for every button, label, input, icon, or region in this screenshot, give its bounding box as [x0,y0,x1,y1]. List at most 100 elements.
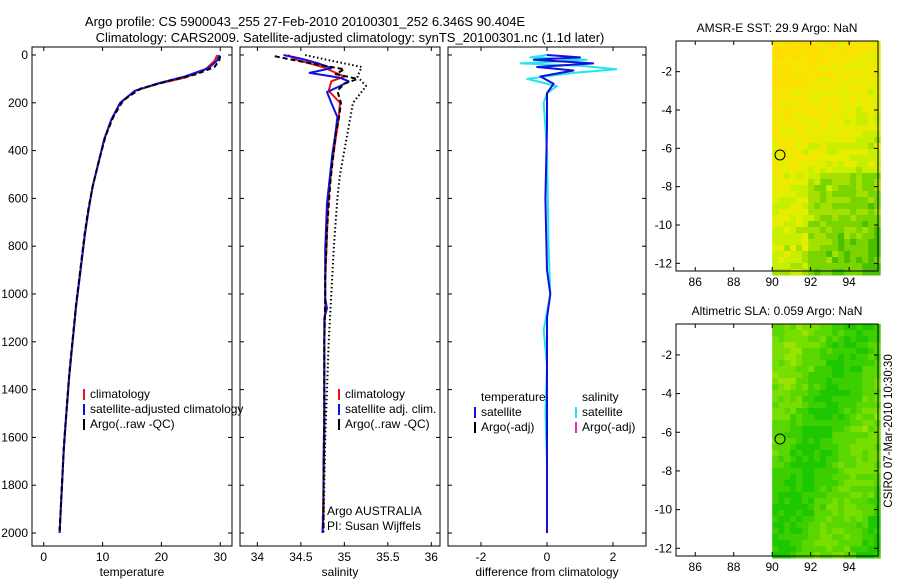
sst-map-cell [862,59,869,66]
sla-map-cell [862,402,869,409]
sla-map-cell [772,492,779,499]
sst-map-cell [802,239,809,246]
sst-map-cell [850,215,857,222]
sst-map-cell [814,89,821,96]
sla-map-cell [838,474,845,481]
sla-map-cell [772,540,779,547]
sla-map-cell [802,450,809,457]
sla-map-cell [778,348,785,355]
sst-map-cell [868,137,875,144]
sst-map-cell [832,119,839,126]
sst-map-cell [808,173,815,180]
diff-legend-entry-temperature: satellite [481,405,522,419]
sla-map-cell [778,510,785,517]
sla-map-cell [796,414,803,421]
sla-map-cell [802,540,809,547]
sla-map-cell [838,456,845,463]
sla-map-cell [814,402,821,409]
sla-map-cell [862,420,869,427]
sst-map-cell [826,245,833,252]
sst-map-cell [838,41,845,48]
sla-map-cell [856,534,863,541]
sla-map-cell [838,408,845,415]
sla-map-cell [868,516,875,523]
sla-map-cell [874,360,881,367]
sst-map-cell [844,77,851,84]
sla-map-cell [826,522,833,529]
sla-map-cell [784,384,791,391]
depth-tick-label: 2000 [1,526,28,540]
sst-map-cell [808,161,815,168]
sla-map-cell [832,504,839,511]
sst-map-cell [856,89,863,96]
sla-map-cell [772,372,779,379]
sla-map-cell [820,336,827,343]
sla-map-cell [814,486,821,493]
sla-map-cell [808,426,815,433]
sla-map-cell [838,360,845,367]
sst-map-cell [874,221,881,228]
sla-map-cell [838,336,845,343]
sla-map-cell [814,342,821,349]
sst-map-cell [826,149,833,156]
sla-map-cell [778,456,785,463]
sst-map-cell [802,215,809,222]
sla-map-cell [862,456,869,463]
sla-map-cell [796,504,803,511]
sla-map-cell [856,408,863,415]
sst-map-cell [832,227,839,234]
sst-map-cell [784,251,791,258]
sst-map-cell [868,233,875,240]
sla-map-cell [862,408,869,415]
sla-map-cell [808,330,815,337]
sst-map-cell [796,41,803,48]
sst-map-cell [856,65,863,72]
sla-map-cell [784,426,791,433]
sst-map-cell [826,227,833,234]
sla-map-cell [808,432,815,439]
sla-map-cell [796,384,803,391]
sla-map-cell [844,438,851,445]
sst-map-cell [844,95,851,102]
sst-map-cell [784,113,791,120]
sla-map-cell [808,402,815,409]
sst-map-cell [796,143,803,150]
sst-map-cell [850,47,857,54]
sst-map-cell [778,233,785,240]
side-label: CSIRO 07-Mar-2010 10:30:30 [883,354,895,507]
sst-map-cell [772,239,779,246]
sla-map-cell [820,402,827,409]
sla-map-cell [808,462,815,469]
sst-map-cell [856,41,863,48]
sst-map-cell [784,197,791,204]
sla-map-cell [790,474,797,481]
sla-map-cell [832,408,839,415]
sla-map-cell [874,324,881,331]
sst-map-cell [784,185,791,192]
sst-map-cell [826,59,833,66]
sla-map-cell [790,402,797,409]
sla-map-cell [826,432,833,439]
sla-map-cell [826,540,833,547]
sst-map-cell [844,191,851,198]
sla-map-cell [838,546,845,553]
sla-map-cell [808,492,815,499]
sst-map-cell [832,107,839,114]
sst-map-cell [856,101,863,108]
sst-map-cell [796,131,803,138]
sst-map-cell [832,155,839,162]
sst-map-cell [784,173,791,180]
sst-map-cell [862,137,869,144]
sst-map-cell [784,191,791,198]
sst-map-cell [838,179,845,186]
sla-map-cell [868,336,875,343]
sst-map-cell [814,233,821,240]
sst-map-cell [832,161,839,168]
sst-map-cell [862,89,869,96]
sla-map-cell [802,468,809,475]
sst-map-cell [868,47,875,54]
sst-map-cell [838,77,845,84]
sst-map-cell [868,113,875,120]
sla-map-cell [790,486,797,493]
sla-map-cell [856,462,863,469]
